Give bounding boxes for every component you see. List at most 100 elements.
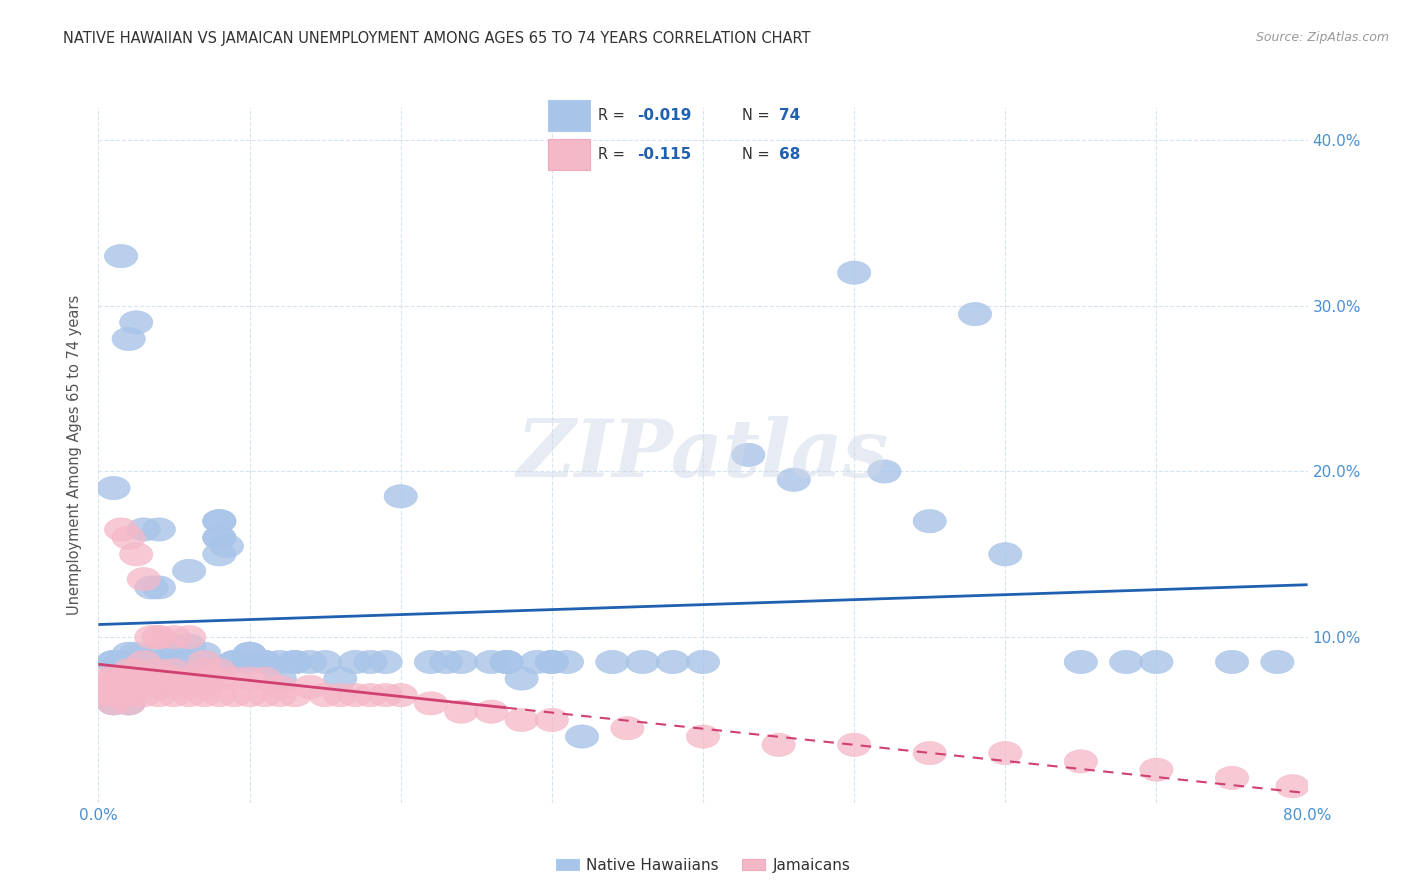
Text: R =: R = [598, 147, 630, 162]
Ellipse shape [173, 559, 205, 582]
Ellipse shape [912, 509, 946, 533]
Ellipse shape [233, 650, 266, 673]
Ellipse shape [415, 650, 447, 673]
Ellipse shape [202, 526, 236, 549]
Ellipse shape [263, 675, 297, 698]
Ellipse shape [142, 625, 176, 648]
Ellipse shape [120, 650, 153, 673]
Ellipse shape [112, 692, 145, 715]
Ellipse shape [97, 667, 131, 690]
Ellipse shape [429, 650, 463, 673]
Ellipse shape [1064, 650, 1098, 673]
Ellipse shape [626, 650, 659, 673]
Ellipse shape [127, 518, 160, 541]
Ellipse shape [112, 667, 145, 690]
Ellipse shape [368, 683, 402, 706]
Ellipse shape [120, 310, 153, 334]
Ellipse shape [354, 650, 387, 673]
Ellipse shape [278, 683, 312, 706]
Ellipse shape [384, 484, 418, 508]
Ellipse shape [1261, 650, 1294, 673]
Text: N =: N = [742, 147, 775, 162]
Ellipse shape [202, 526, 236, 549]
Ellipse shape [120, 542, 153, 566]
Ellipse shape [120, 658, 153, 681]
Ellipse shape [308, 683, 342, 706]
Ellipse shape [550, 650, 583, 673]
Ellipse shape [778, 468, 810, 491]
Ellipse shape [112, 642, 145, 665]
Ellipse shape [536, 650, 568, 673]
Ellipse shape [489, 650, 523, 673]
Ellipse shape [368, 650, 402, 673]
Y-axis label: Unemployment Among Ages 65 to 74 years: Unemployment Among Ages 65 to 74 years [67, 294, 83, 615]
Ellipse shape [97, 692, 131, 715]
Ellipse shape [120, 642, 153, 665]
Ellipse shape [233, 683, 266, 706]
Ellipse shape [912, 741, 946, 764]
Ellipse shape [127, 650, 160, 673]
Ellipse shape [187, 658, 221, 681]
Ellipse shape [1215, 766, 1249, 789]
Ellipse shape [218, 650, 252, 673]
Ellipse shape [263, 650, 297, 673]
Text: 68: 68 [779, 147, 800, 162]
Ellipse shape [127, 675, 160, 698]
Ellipse shape [1275, 774, 1309, 797]
Ellipse shape [112, 658, 145, 681]
Ellipse shape [505, 667, 538, 690]
Ellipse shape [142, 667, 176, 690]
Ellipse shape [202, 509, 236, 533]
Ellipse shape [187, 683, 221, 706]
Text: 74: 74 [779, 108, 800, 123]
Ellipse shape [187, 650, 221, 673]
Ellipse shape [294, 650, 326, 673]
Ellipse shape [112, 526, 145, 549]
Ellipse shape [173, 683, 205, 706]
Text: NATIVE HAWAIIAN VS JAMAICAN UNEMPLOYMENT AMONG AGES 65 TO 74 YEARS CORRELATION C: NATIVE HAWAIIAN VS JAMAICAN UNEMPLOYMENT… [63, 31, 811, 46]
Ellipse shape [157, 650, 191, 673]
Ellipse shape [610, 716, 644, 739]
Ellipse shape [278, 650, 312, 673]
Ellipse shape [142, 650, 176, 673]
Ellipse shape [127, 650, 160, 673]
Ellipse shape [90, 675, 122, 698]
Ellipse shape [127, 683, 160, 706]
Ellipse shape [731, 443, 765, 467]
FancyBboxPatch shape [548, 101, 591, 131]
Ellipse shape [157, 667, 191, 690]
Ellipse shape [354, 683, 387, 706]
Ellipse shape [97, 650, 131, 673]
Ellipse shape [263, 683, 297, 706]
Ellipse shape [127, 658, 160, 681]
Ellipse shape [173, 667, 205, 690]
Ellipse shape [157, 667, 191, 690]
Ellipse shape [112, 675, 145, 698]
Ellipse shape [135, 625, 167, 648]
Ellipse shape [218, 667, 252, 690]
Ellipse shape [157, 658, 191, 681]
Ellipse shape [173, 675, 205, 698]
Ellipse shape [142, 675, 176, 698]
Ellipse shape [323, 683, 357, 706]
Ellipse shape [988, 542, 1022, 566]
Ellipse shape [565, 725, 599, 748]
Ellipse shape [97, 692, 131, 715]
Text: N =: N = [742, 108, 775, 123]
Ellipse shape [868, 460, 901, 483]
Ellipse shape [127, 667, 160, 690]
Ellipse shape [308, 650, 342, 673]
Ellipse shape [233, 667, 266, 690]
Ellipse shape [135, 576, 167, 599]
Ellipse shape [475, 700, 508, 723]
Ellipse shape [157, 667, 191, 690]
Ellipse shape [127, 650, 160, 673]
Ellipse shape [187, 675, 221, 698]
Ellipse shape [444, 700, 478, 723]
Ellipse shape [173, 634, 205, 657]
Ellipse shape [415, 692, 447, 715]
Ellipse shape [1064, 750, 1098, 773]
Ellipse shape [187, 667, 221, 690]
Ellipse shape [838, 261, 870, 285]
Ellipse shape [127, 650, 160, 673]
